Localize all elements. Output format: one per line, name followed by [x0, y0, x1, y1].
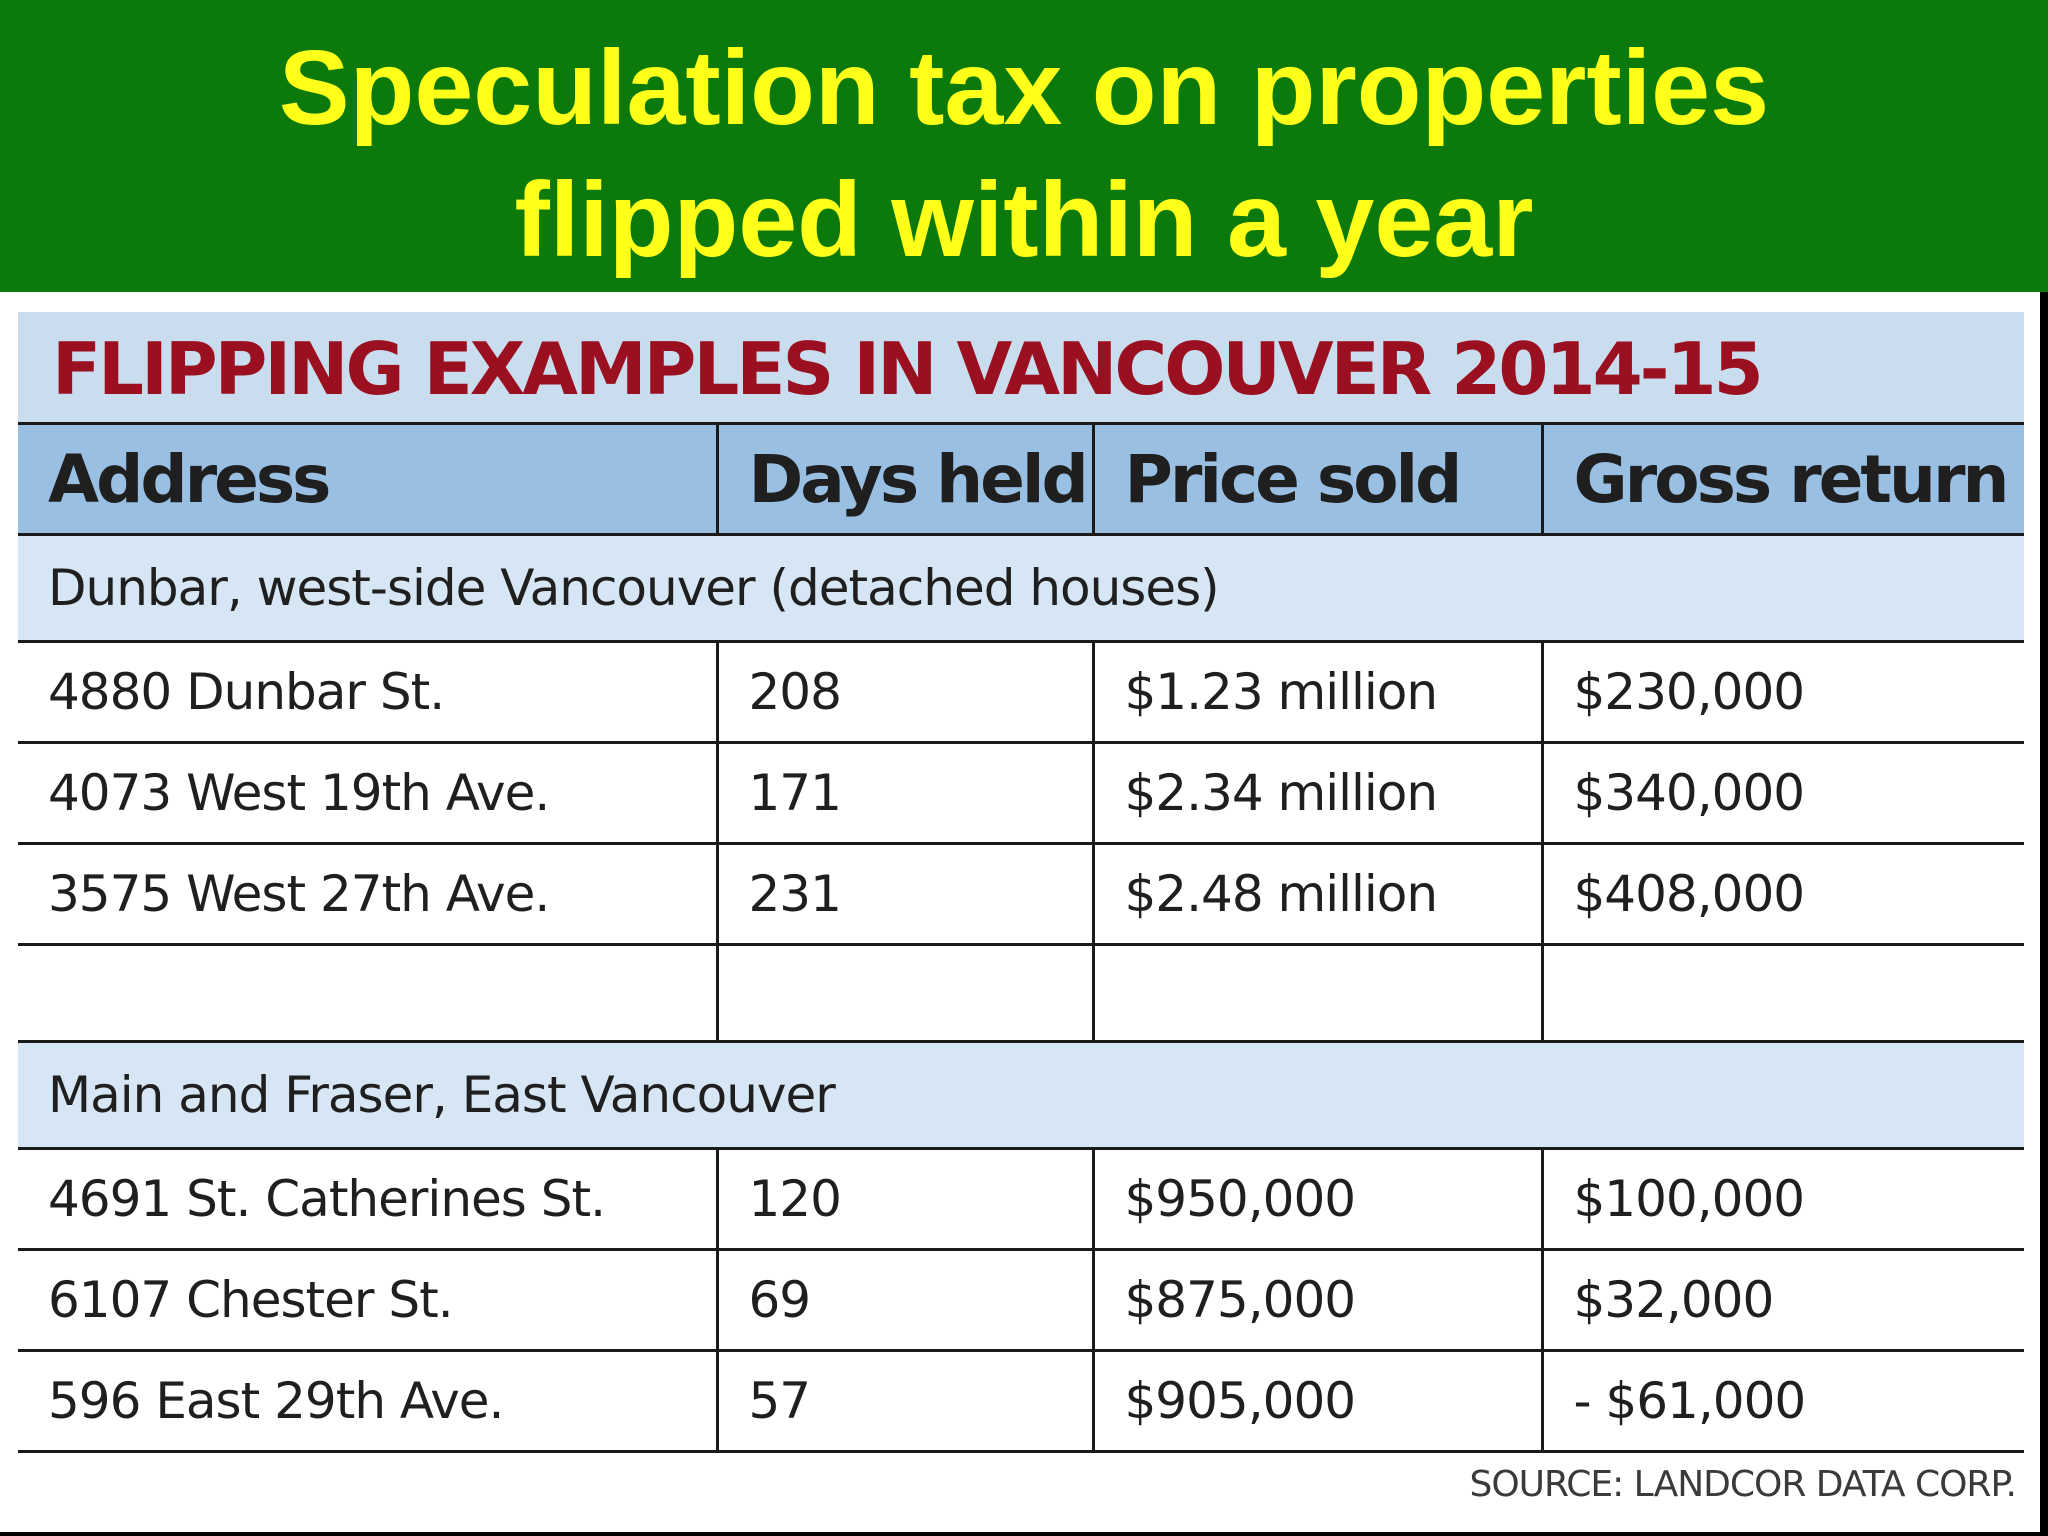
cell-price-sold: $2.34 million [1091, 742, 1542, 845]
cell-address: 4073 West 19th Ave. [18, 742, 717, 845]
cell-days-held: 69 [715, 1249, 1093, 1352]
cell-days-held: 171 [715, 742, 1093, 845]
table-row: 3575 West 27th Ave. 231 $2.48 million $4… [18, 843, 2024, 946]
blank-cell [715, 944, 1093, 1043]
cell-days-held: 208 [715, 641, 1093, 744]
table-row: 4880 Dunbar St. 208 $1.23 million $230,0… [18, 641, 2024, 744]
cell-gross-return: $340,000 [1540, 742, 2024, 845]
header-gross-return: Gross return [1540, 422, 2024, 536]
cell-address: 4691 St. Catherines St. [18, 1148, 717, 1251]
banner-title-line-1: Speculation tax on properties [278, 29, 1770, 147]
table-row: 596 East 29th Ave. 57 $905,000 - $61,000 [18, 1350, 2024, 1453]
cell-price-sold: $950,000 [1091, 1148, 1542, 1251]
source-credit: SOURCE: LANDCOR DATA CORP. [1469, 1464, 2017, 1505]
blank-cell [1091, 944, 1542, 1043]
group-label: Dunbar, west-side Vancouver (detached ho… [18, 534, 2024, 643]
cell-days-held: 120 [715, 1148, 1093, 1251]
blank-row [18, 944, 2024, 1043]
table-row: 4073 West 19th Ave. 171 $2.34 million $3… [18, 742, 2024, 845]
cell-price-sold: $2.48 million [1091, 843, 1542, 946]
header-days-held: Days held [715, 422, 1093, 536]
cell-days-held: 57 [715, 1350, 1093, 1453]
group-row-main-fraser: Main and Fraser, East Vancouver [18, 1041, 2024, 1150]
header-price-sold: Price sold [1091, 422, 1542, 536]
cell-address: 596 East 29th Ave. [18, 1350, 717, 1453]
cell-gross-return: $32,000 [1540, 1249, 2024, 1352]
flipping-table: Address Days held Price sold Gross retur… [18, 422, 2024, 1453]
header-address: Address [18, 422, 717, 536]
cell-gross-return: $230,000 [1540, 641, 2024, 744]
table-title: FLIPPING EXAMPLES IN VANCOUVER 2014-15 [18, 312, 2024, 424]
group-row-dunbar: Dunbar, west-side Vancouver (detached ho… [18, 534, 2024, 643]
cell-address: 6107 Chester St. [18, 1249, 717, 1352]
blank-cell [1540, 944, 2024, 1043]
table-sheet: FLIPPING EXAMPLES IN VANCOUVER 2014-15 A… [0, 292, 2040, 1532]
table-row: 6107 Chester St. 69 $875,000 $32,000 [18, 1249, 2024, 1352]
cell-days-held: 231 [715, 843, 1093, 946]
cell-price-sold: $875,000 [1091, 1249, 1542, 1352]
group-label: Main and Fraser, East Vancouver [18, 1041, 2024, 1150]
cell-price-sold: $905,000 [1091, 1350, 1542, 1453]
blank-cell [18, 944, 717, 1043]
cell-price-sold: $1.23 million [1091, 641, 1542, 744]
banner-title-line-2: flipped within a year [514, 161, 1534, 279]
cell-gross-return: $100,000 [1540, 1148, 2024, 1251]
cell-gross-return: $408,000 [1540, 843, 2024, 946]
cell-gross-return: - $61,000 [1540, 1350, 2024, 1453]
cell-address: 3575 West 27th Ave. [18, 843, 717, 946]
header-row: Address Days held Price sold Gross retur… [18, 422, 2024, 536]
title-banner: Speculation tax on properties flipped wi… [0, 0, 2048, 292]
banner-title: Speculation tax on properties flipped wi… [0, 22, 2048, 286]
table-row: 4691 St. Catherines St. 120 $950,000 $10… [18, 1148, 2024, 1251]
cell-address: 4880 Dunbar St. [18, 641, 717, 744]
